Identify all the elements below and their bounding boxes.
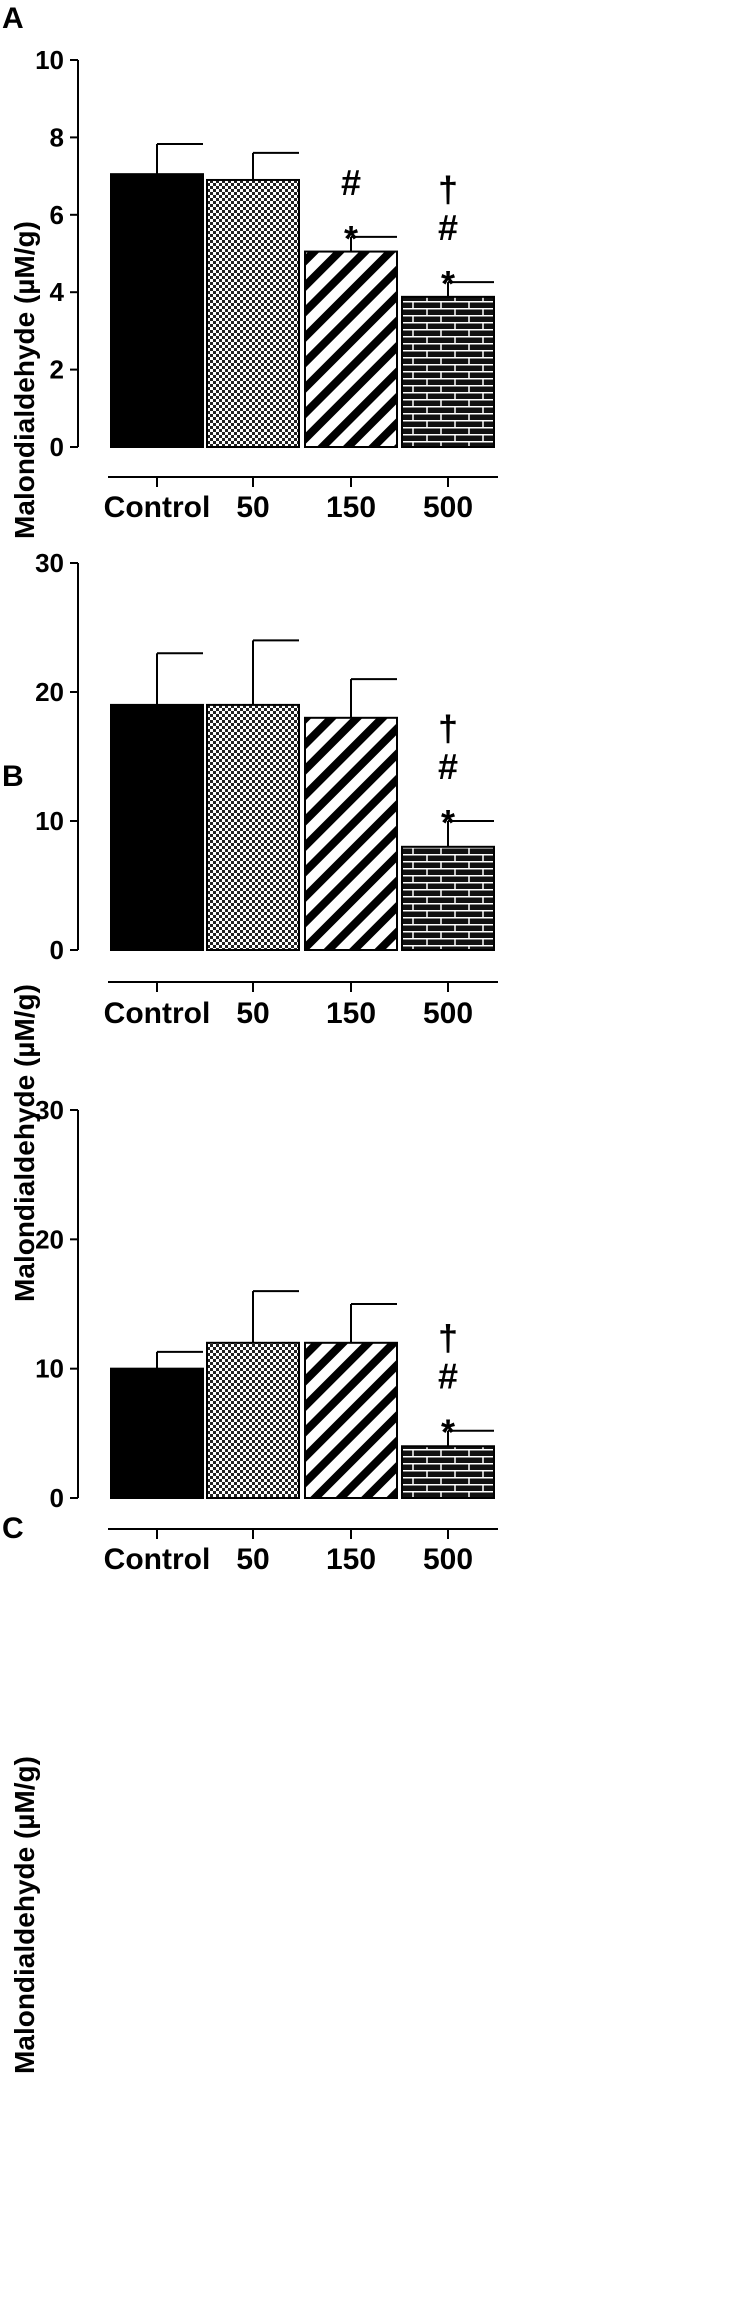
y-tick-label: 8 (50, 122, 64, 152)
y-tick-label: 10 (35, 806, 64, 836)
x-tick-label: 50 (236, 1543, 269, 1576)
x-tick-label: 500 (423, 1543, 473, 1576)
bar (206, 703, 300, 952)
x-tick-label: Control (104, 1543, 211, 1576)
plot-area: 0 10 20 30 Control 50 150 500 †# * (35, 548, 498, 1030)
significance-marker: # (438, 207, 458, 248)
x-tick-label: 500 (423, 491, 473, 524)
panel-label-b: B (2, 760, 24, 793)
panel-label-a: A (2, 2, 24, 35)
x-tick-label: Control (104, 491, 211, 524)
x-tick-label: 150 (326, 1543, 376, 1576)
significance-marker: # (341, 162, 361, 203)
y-tick-label: 20 (35, 677, 64, 707)
y-tick-label: 10 (35, 1354, 64, 1384)
x-tick-label: 50 (236, 491, 269, 524)
significance-marker: # (438, 746, 458, 787)
y-tick-label: 30 (35, 1095, 64, 1125)
panel-c: C Malondialdehyde (µM/g) 0 10 20 30 Control 5… (2, 1095, 498, 2074)
panel-b: B Malondialdehyde (µM/g) 0 10 20 30 Control 5… (2, 548, 498, 1302)
y-axis-label: Malondialdehyde (µM/g) (9, 984, 40, 1302)
y-tick-label: 6 (50, 200, 64, 230)
significance-marker: # (438, 1356, 458, 1397)
bar (304, 716, 398, 951)
significance-marker: * (441, 263, 455, 304)
y-tick-label: 0 (50, 935, 64, 965)
y-axis-label: Malondialdehyde (µM/g) (9, 1756, 40, 2074)
x-tick-label: Control (104, 997, 211, 1030)
bar (206, 1341, 300, 1500)
y-axis-label: Malondialdehyde (µM/g) (9, 221, 40, 539)
y-tick-label: 2 (50, 355, 64, 385)
y-tick-label: 0 (50, 1483, 64, 1513)
panel-a: A Malondialdehyde (µM/g) 0 2 4 6 8 10 Control 5… (2, 2, 498, 539)
bar (401, 845, 495, 951)
bar (110, 1367, 204, 1499)
y-tick-label: 0 (50, 432, 64, 462)
bar (304, 250, 398, 448)
significance-marker: * (441, 1412, 455, 1453)
bar (110, 173, 204, 448)
y-tick-label: 20 (35, 1224, 64, 1254)
significance-marker: * (441, 802, 455, 843)
y-tick-label: 30 (35, 548, 64, 578)
x-tick-label: 150 (326, 997, 376, 1030)
x-tick-label: 150 (326, 491, 376, 524)
x-tick-label: 500 (423, 997, 473, 1030)
bar (304, 1341, 398, 1500)
bar (110, 703, 204, 952)
y-tick-label: 10 (35, 45, 64, 75)
y-tick-label: 4 (50, 277, 65, 307)
significance-marker: † (438, 169, 458, 210)
bar (401, 1445, 495, 1500)
significance-marker: * (344, 218, 358, 259)
bar (401, 295, 495, 448)
significance-marker: † (438, 1318, 458, 1359)
plot-area: 0 10 20 30 Control 50 150 500 †# * (35, 1095, 498, 1576)
panel-label-c: C (2, 1512, 24, 1545)
significance-marker: † (438, 708, 458, 749)
bar (206, 178, 300, 448)
x-tick-label: 50 (236, 997, 269, 1030)
